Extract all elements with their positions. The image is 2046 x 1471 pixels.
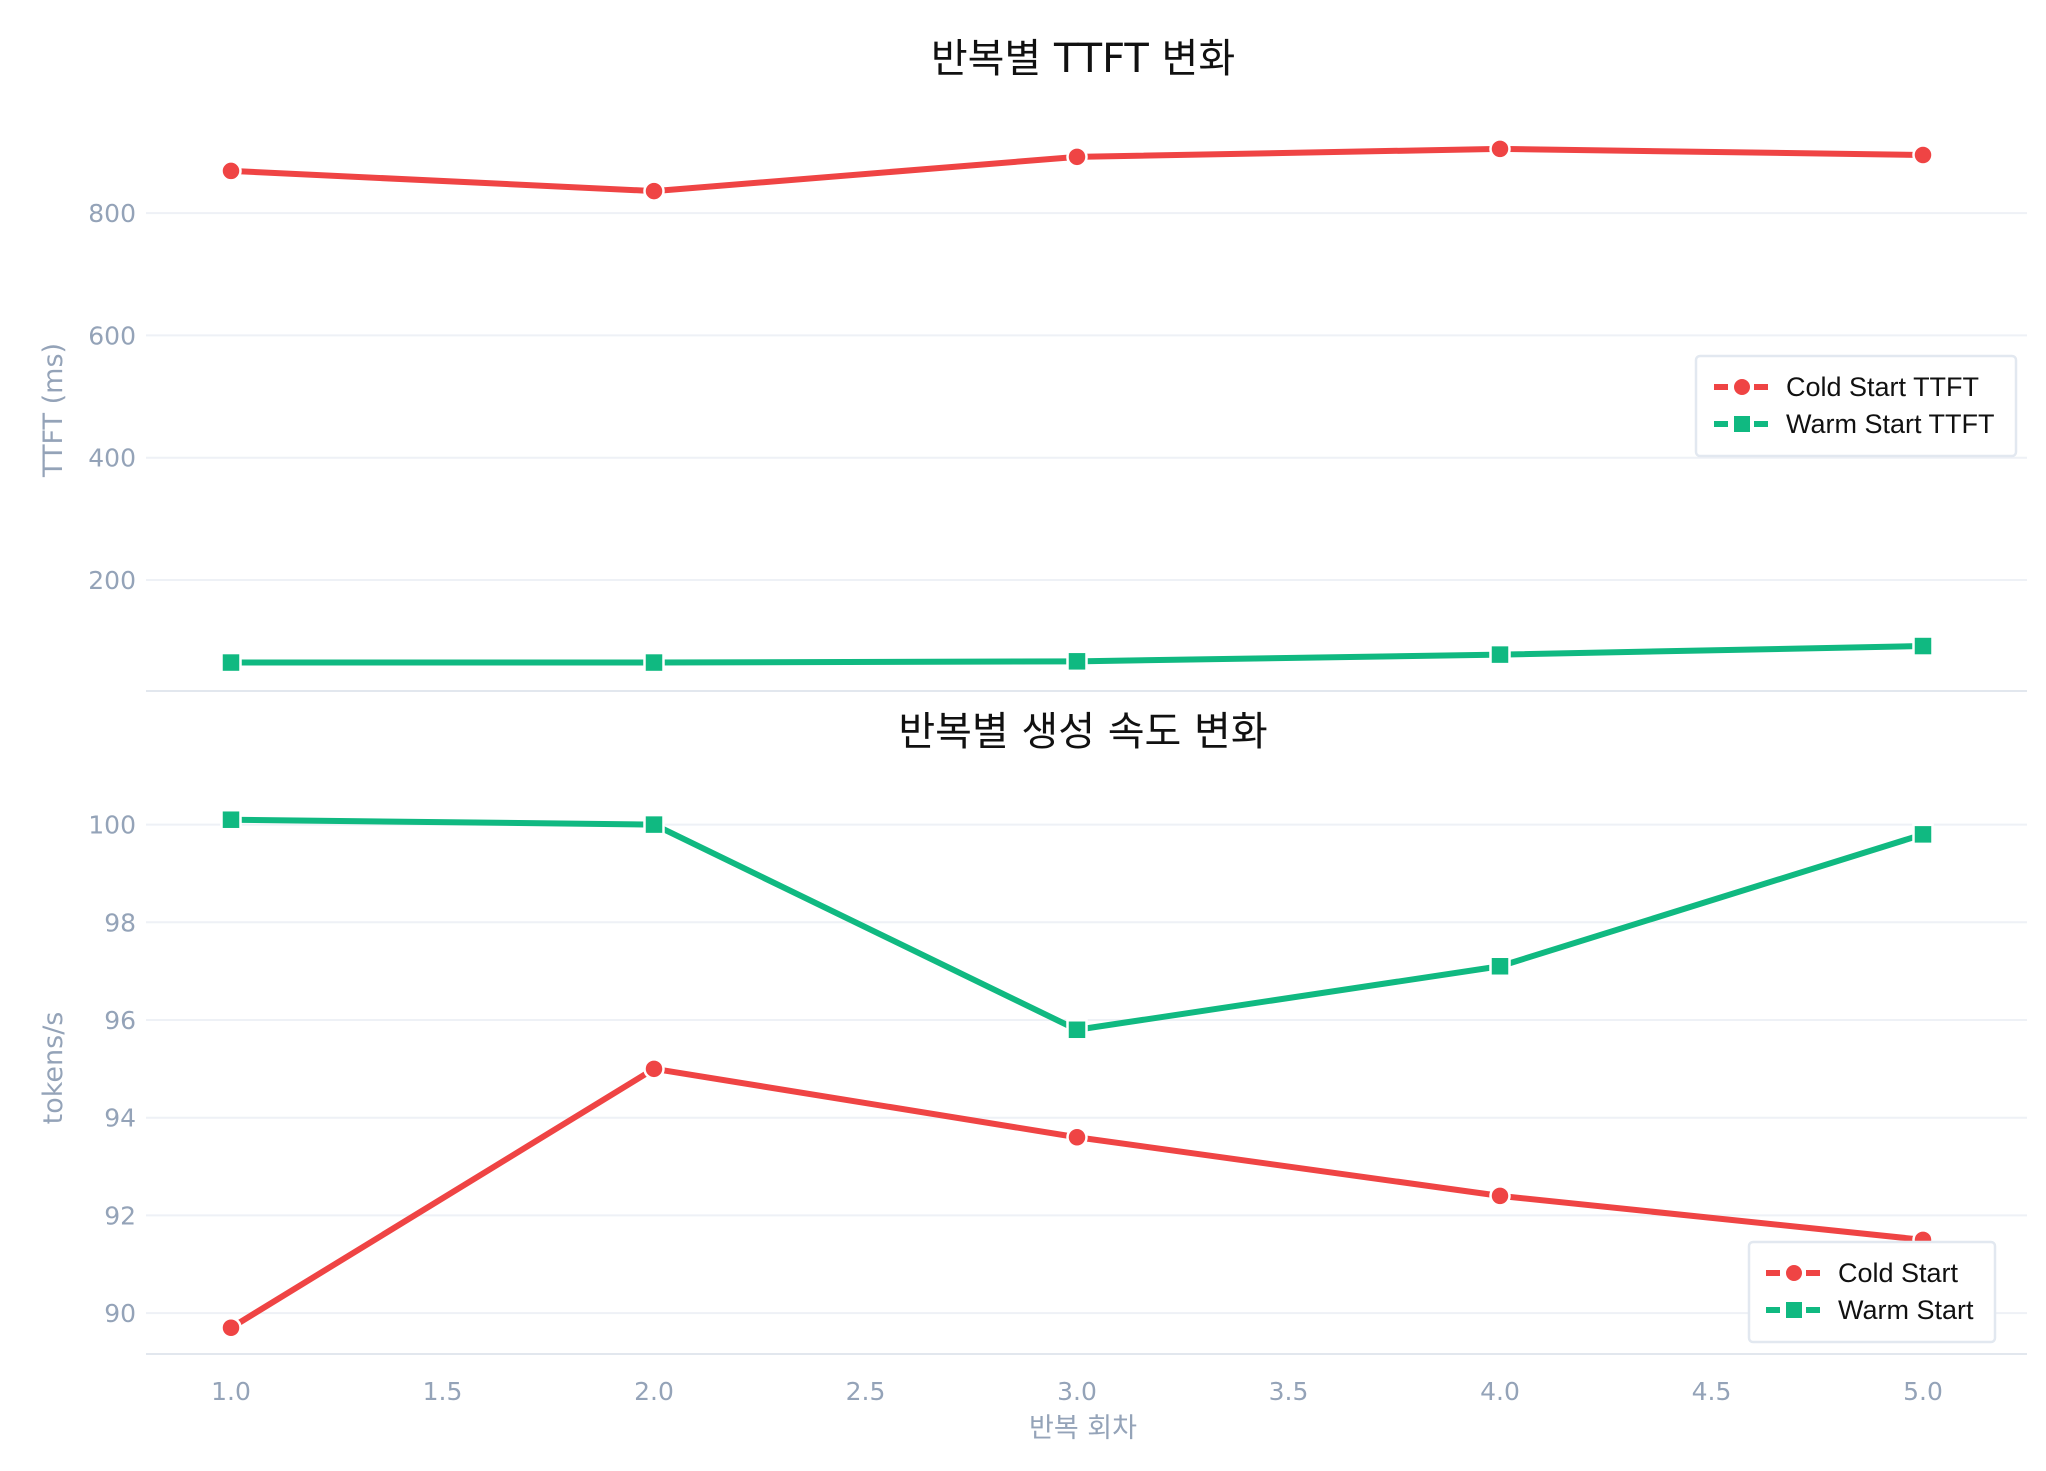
circle-data-point[interactable] (220, 160, 242, 182)
square-data-point[interactable] (1912, 635, 1934, 657)
ttft-series (220, 138, 1934, 674)
square-marker-icon (1732, 414, 1752, 434)
legend-label: Warm Start (1838, 1295, 1974, 1325)
ttft-y-axis-title: TTFT (ms) (38, 343, 69, 478)
ttft-chart-title: 반복별 TTFT 변화 (931, 36, 1235, 82)
y-tick-label: 200 (88, 566, 136, 595)
series-warm-start (220, 808, 1934, 1041)
speed-chart: 반복별 생성 속도 변화 90 92 94 96 98 100 1.0 1.5 2.0 2.5 3… (38, 709, 2027, 1444)
x-tick-label: 1.5 (423, 1377, 463, 1406)
y-tick-label: 90 (104, 1299, 136, 1328)
circle-marker-icon (1784, 1263, 1804, 1283)
legend-item-cold-ttft[interactable]: Cold Start TTFT (1714, 372, 1979, 402)
square-data-point[interactable] (1066, 1019, 1088, 1041)
square-data-point[interactable] (1489, 643, 1511, 666)
speed-gridlines (146, 823, 2027, 1315)
square-data-point[interactable] (643, 813, 665, 836)
circle-data-point[interactable] (1489, 138, 1511, 160)
circle-data-point[interactable] (643, 180, 665, 202)
square-data-point[interactable] (1066, 650, 1088, 673)
y-tick-label: 100 (88, 811, 136, 840)
x-tick-label: 2.5 (846, 1377, 886, 1406)
legend-item-cold[interactable]: Cold Start (1766, 1258, 1959, 1288)
circle-data-point[interactable] (643, 1058, 665, 1080)
ttft-gridlines (146, 212, 2027, 581)
y-tick-label: 98 (104, 908, 136, 937)
legend-label: Cold Start TTFT (1786, 372, 1979, 402)
speed-chart-title: 반복별 생성 속도 변화 (898, 709, 1267, 755)
y-tick-label: 94 (104, 1104, 136, 1133)
y-tick-label: 800 (88, 199, 136, 228)
speed-y-axis-title: tokens/s (38, 1012, 69, 1125)
x-axis-title: 반복 회차 (1029, 1413, 1137, 1444)
speed-legend-box (1747, 1240, 1997, 1344)
circle-data-point[interactable] (1489, 1185, 1511, 1207)
speed-series (220, 808, 1934, 1339)
ttft-chart: 반복별 TTFT 변화 200 400 600 800 TTFT (ms) Cold … (38, 36, 2027, 692)
y-tick-label: 600 (88, 321, 136, 350)
speed-y-tick-labels: 90 92 94 96 98 100 (88, 811, 136, 1329)
legend-label: Cold Start (1838, 1258, 1959, 1288)
circle-data-point[interactable] (1066, 1126, 1088, 1148)
series-cold-start-ttft (220, 138, 1934, 202)
x-tick-label: 4.0 (1480, 1377, 1520, 1406)
x-tick-label: 3.0 (1057, 1377, 1097, 1406)
square-marker-icon (1784, 1300, 1804, 1320)
ttft-legend[interactable]: Cold Start TTFT Warm Start TTFT (1694, 354, 2018, 458)
y-tick-label: 96 (104, 1006, 136, 1035)
circle-data-point[interactable] (1912, 144, 1934, 166)
circle-marker-icon (1732, 377, 1752, 397)
x-tick-label: 3.5 (1269, 1377, 1309, 1406)
square-data-point[interactable] (220, 651, 242, 674)
legend-item-warm-ttft[interactable]: Warm Start TTFT (1714, 409, 1995, 439)
legend-label: Warm Start TTFT (1786, 409, 1995, 439)
square-data-point[interactable] (220, 808, 242, 831)
x-tick-label: 5.0 (1903, 1377, 1943, 1406)
square-data-point[interactable] (1489, 955, 1511, 978)
speed-x-tick-labels: 1.0 1.5 2.0 2.5 3.0 3.5 4.0 4.5 5.0 (211, 1377, 1943, 1406)
x-tick-label: 4.5 (1692, 1377, 1732, 1406)
series-line (230, 816, 1924, 1033)
speed-legend[interactable]: Cold Start Warm Start (1747, 1240, 1997, 1344)
y-tick-label: 400 (88, 444, 136, 473)
circle-data-point[interactable] (220, 1317, 242, 1339)
y-tick-label: 92 (104, 1201, 136, 1230)
series-line (229, 1065, 1924, 1331)
x-tick-label: 1.0 (211, 1377, 251, 1406)
square-data-point[interactable] (1912, 823, 1934, 846)
circle-data-point[interactable] (1066, 146, 1088, 168)
ttft-y-tick-labels: 200 400 600 800 (88, 199, 136, 595)
series-cold-start (220, 1058, 1934, 1339)
square-data-point[interactable] (643, 651, 665, 674)
x-tick-label: 2.0 (634, 1377, 674, 1406)
series-warm-start-ttft (220, 635, 1934, 674)
ttft-legend-box (1694, 354, 2018, 458)
legend-item-warm[interactable]: Warm Start (1766, 1295, 1974, 1325)
